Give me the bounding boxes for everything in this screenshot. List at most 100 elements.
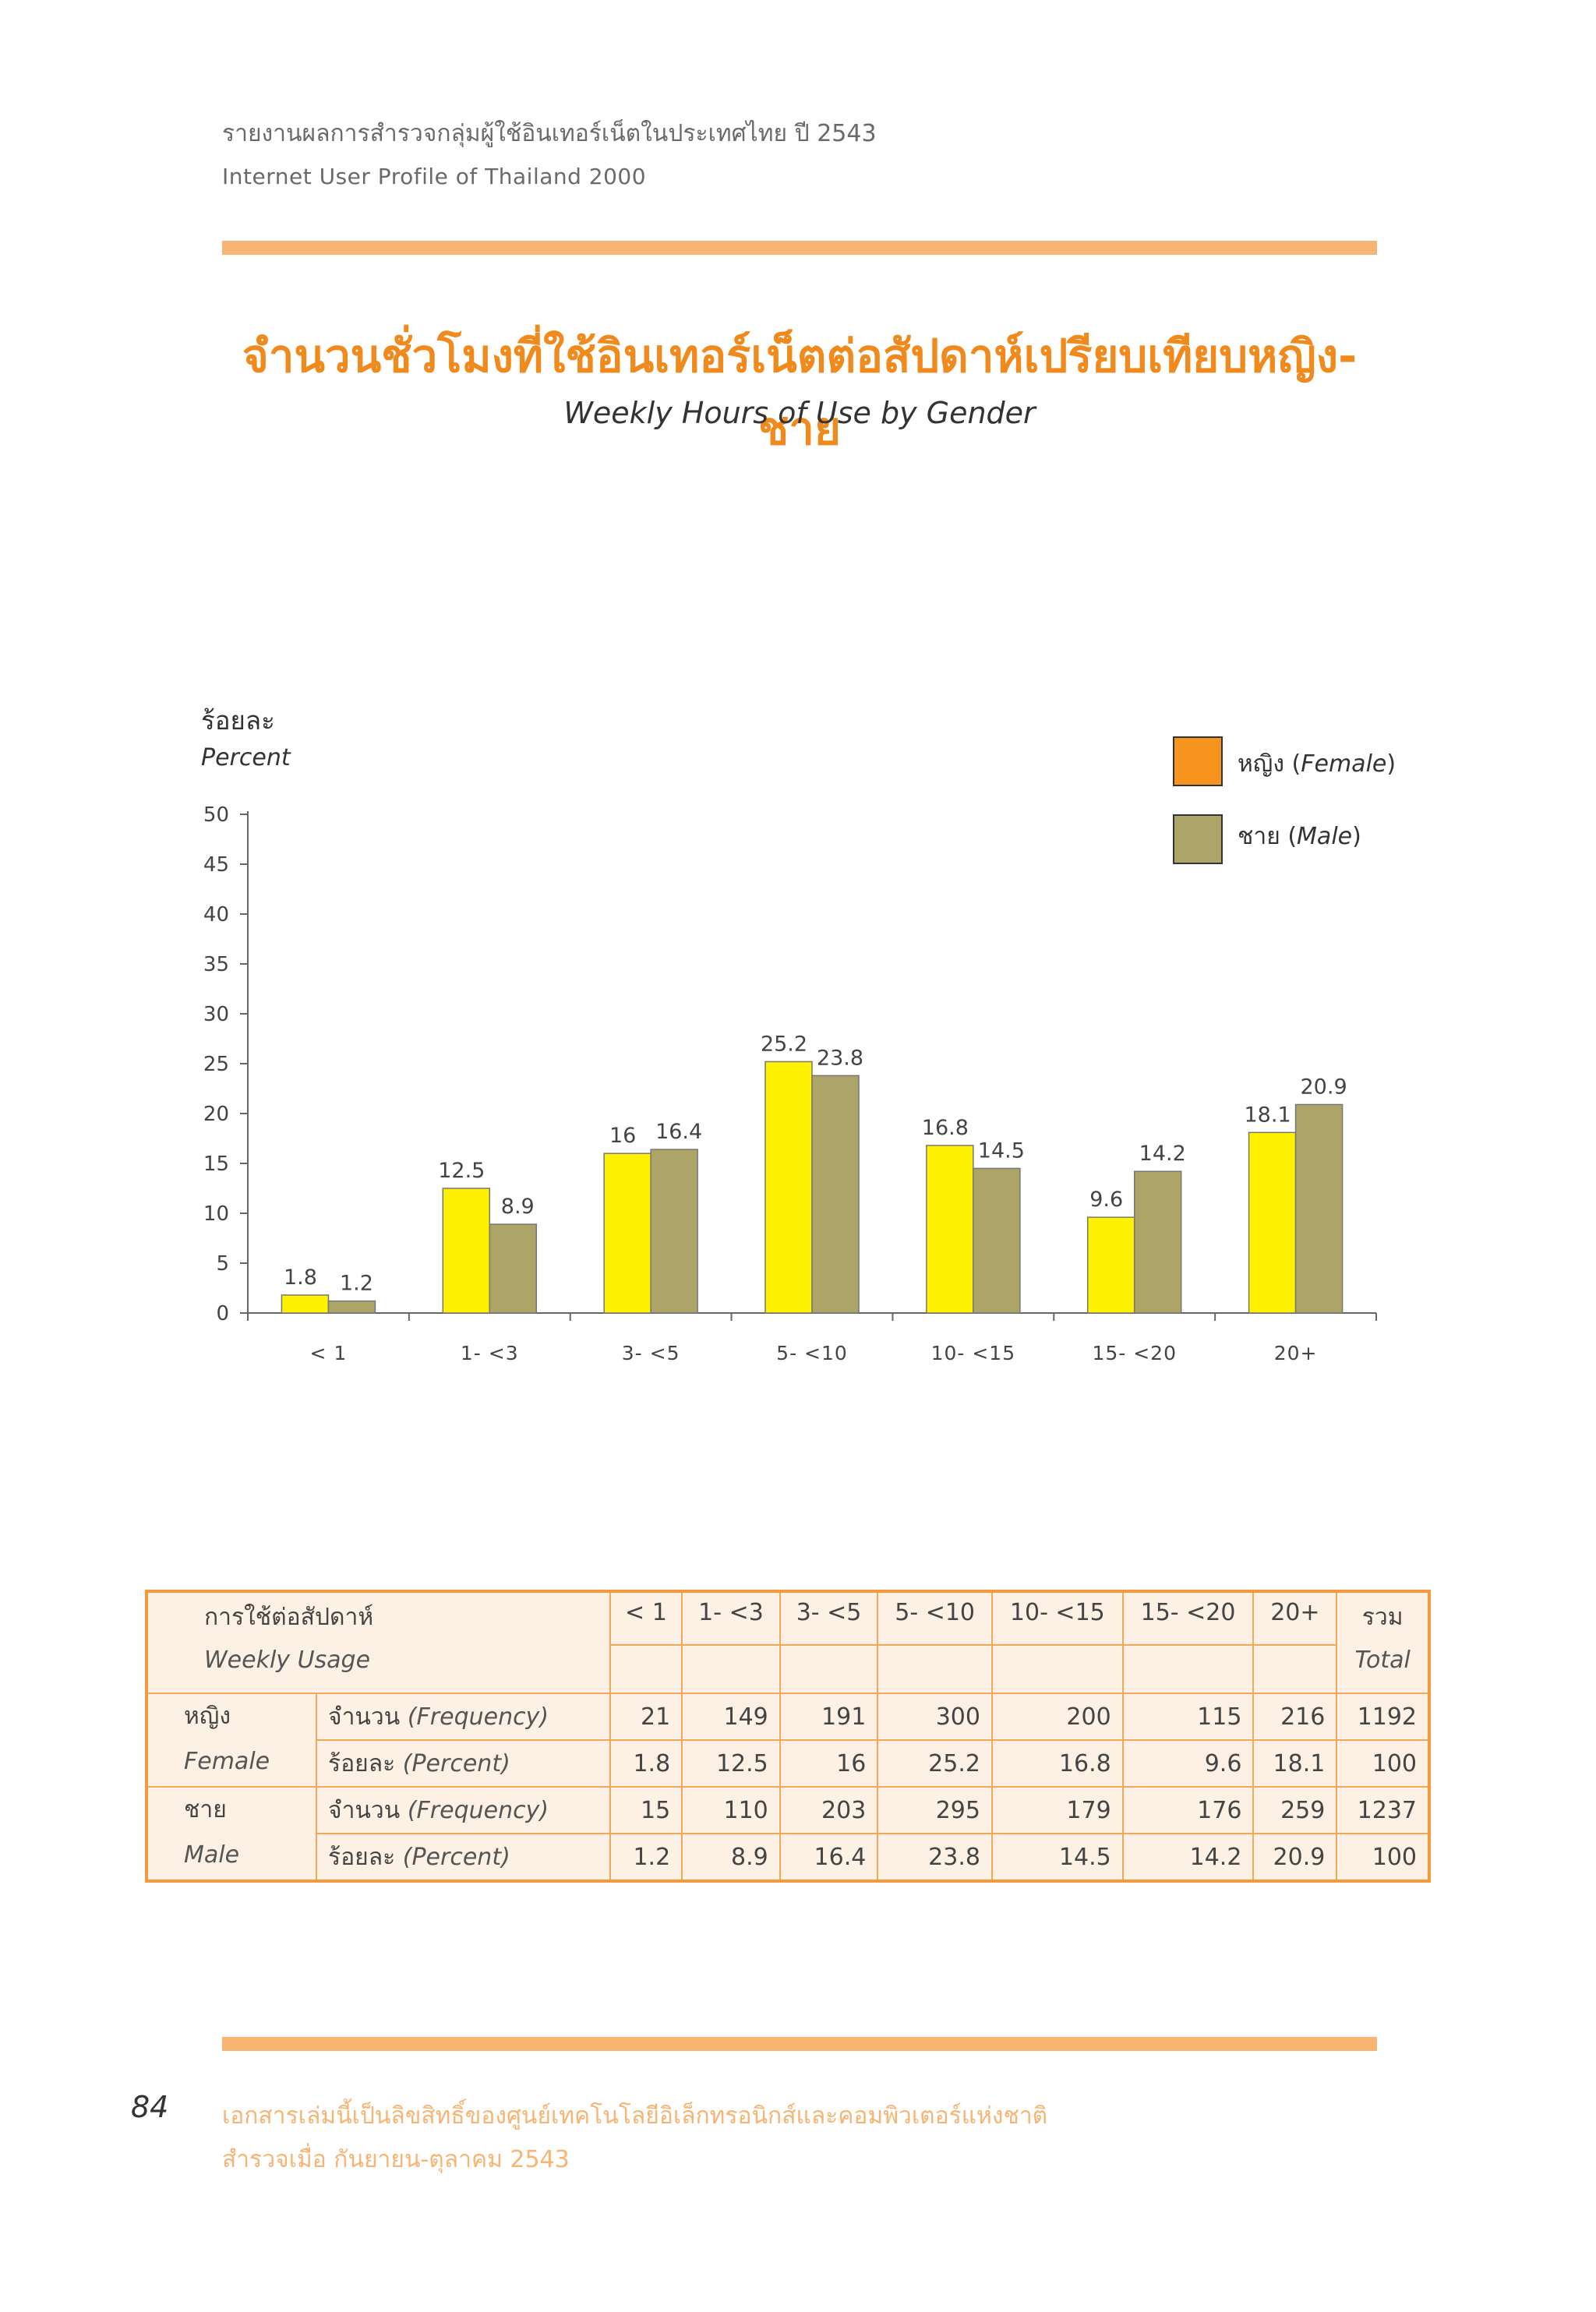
bar-female (1248, 1131, 1297, 1314)
data-label-male: 8.9 (501, 1195, 535, 1219)
table-cell: 14.5 (990, 1833, 1124, 1882)
table-cell: 23.8 (877, 1833, 993, 1882)
table-cell: 100 (1336, 1739, 1430, 1788)
data-label-female: 16.8 (922, 1116, 969, 1140)
table-total-english: Total (1354, 1647, 1411, 1674)
header-english: Internet User Profile of Thailand 2000 (222, 164, 647, 189)
row-label-frequency: จำนวน (Frequency) (316, 1786, 611, 1834)
bar-chart: 0 5 10 15 20 25 30 35 40 45 50 < 1 1.8 1.2 1- <3 12.5 8.… (203, 803, 1377, 1364)
row-label-percent: ร้อยละ (Percent) (316, 1739, 611, 1788)
y-tick-label: 5 (216, 1252, 229, 1276)
bar-female (1086, 1216, 1135, 1314)
table-cell: 295 (877, 1786, 993, 1834)
x-tick-label: 10- <15 (931, 1342, 1016, 1364)
y-tick-label: 20 (203, 1103, 229, 1126)
footer-copyright: เอกสารเล่มนี้เป็นลิขสิทธิ์ของศูนย์เทคโนโ… (222, 2102, 1048, 2130)
y-axis-label-thai: ร้อยละ (201, 705, 275, 736)
bar-male (650, 1149, 698, 1314)
table-cell: 14.2 (1121, 1833, 1255, 1882)
x-tick-label: 3- <5 (622, 1342, 680, 1364)
male-label-english: Male (184, 1841, 240, 1869)
row-label-percent: ร้อยละ (Percent) (316, 1833, 611, 1882)
y-tick-label: 15 (203, 1152, 229, 1176)
data-table: การใช้ต่อสัปดาห์ Weekly Usage < 1 1- <3 … (145, 1590, 1431, 1883)
data-label-male: 1.2 (340, 1272, 373, 1296)
table-cell: 25.2 (877, 1739, 993, 1788)
row-label-frequency: จำนวน (Frequency) (316, 1693, 611, 1741)
data-label-male: 14.2 (1139, 1142, 1186, 1166)
table-total-thai: รวม (1361, 1604, 1404, 1631)
bar-male (1294, 1103, 1344, 1314)
data-label-female: 16 (609, 1124, 636, 1148)
chart-title-english: Weekly Hours of Use by Gender (563, 396, 1036, 430)
data-label-female: 25.2 (761, 1032, 807, 1056)
table-cell: 100 (1336, 1833, 1430, 1882)
page-number: 84 (131, 2090, 169, 2124)
bar-female (926, 1145, 974, 1314)
x-tick-label: 5- <10 (776, 1342, 848, 1364)
data-label-male: 16.4 (655, 1120, 702, 1144)
female-label-english: Female (184, 1748, 270, 1775)
legend-swatch-female (1173, 736, 1223, 786)
table-cell: 21 (609, 1693, 683, 1741)
table-col-header: 5- <10 (877, 1590, 993, 1646)
y-tick-label: 10 (203, 1202, 229, 1226)
table-col-header-total: รวม Total (1336, 1590, 1430, 1694)
table-cell: 1192 (1336, 1693, 1430, 1741)
data-label-male: 20.9 (1301, 1075, 1347, 1099)
table-col-header: 1- <3 (681, 1590, 781, 1646)
x-tick-label: < 1 (310, 1342, 348, 1364)
table-cell: 259 (1252, 1786, 1338, 1834)
y-tick-label: 45 (203, 853, 229, 877)
legend-label-female: หญิง (Female) (1238, 750, 1396, 778)
bar-male (811, 1075, 860, 1314)
table-header-thai: การใช้ต่อสัปดาห์ (204, 1604, 374, 1631)
data-label-female: 18.1 (1245, 1103, 1291, 1127)
table-cell: 1.8 (609, 1739, 683, 1788)
table-cell: 20.9 (1252, 1833, 1338, 1882)
table-cell: 1.2 (609, 1833, 683, 1882)
top-rule (222, 241, 1377, 255)
row-group-male: ชาย Male (146, 1786, 317, 1882)
table-cell: 200 (990, 1693, 1124, 1741)
row-group-female: หญิง Female (146, 1693, 317, 1788)
table-cell: 179 (990, 1786, 1124, 1834)
y-axis-label: Percent (201, 744, 291, 771)
x-tick-label: 1- <3 (461, 1342, 519, 1364)
table-cell: 12.5 (681, 1739, 781, 1788)
bar-female (281, 1294, 330, 1314)
table-cell: 18.1 (1252, 1739, 1338, 1788)
table-cell: 9.6 (1121, 1739, 1255, 1788)
table-col-header: 15- <20 (1121, 1590, 1255, 1646)
table-cell: 8.9 (681, 1833, 781, 1882)
table-col-header: 20+ (1252, 1590, 1338, 1646)
bar-female (442, 1188, 491, 1314)
bar-male (327, 1300, 376, 1314)
y-tick-label: 50 (203, 803, 229, 827)
y-tick-label: 0 (216, 1302, 229, 1325)
table-cell: 191 (779, 1693, 879, 1741)
legend-label-male: ชาย (Male) (1238, 823, 1361, 850)
table-cell: 300 (877, 1693, 993, 1741)
bar-male (973, 1167, 1021, 1314)
chart-labels: 0 5 10 15 20 25 30 35 40 45 50 < 1 1.8 1.2 1- <3 12.5 8.… (203, 803, 1347, 1364)
x-tick-label: 20+ (1274, 1342, 1318, 1364)
table-cell: 15 (609, 1786, 683, 1834)
table-col-header: 10- <15 (990, 1590, 1124, 1646)
x-tick-label: 15- <20 (1092, 1342, 1177, 1364)
chart-bars (281, 1061, 1344, 1314)
table-cell: 1237 (1336, 1786, 1430, 1834)
chart-title-thai: จำนวนชั่วโมงที่ใช้อินเทอร์เน็ตต่อสัปดาห์… (242, 330, 1358, 455)
table-col-header: < 1 (609, 1590, 683, 1646)
female-label-thai: หญิง (184, 1703, 231, 1730)
table-header-english: Weekly Usage (204, 1647, 371, 1674)
y-tick-label: 40 (203, 903, 229, 927)
table-cell: 176 (1121, 1786, 1255, 1834)
bar-female (603, 1152, 651, 1314)
bar-female (764, 1061, 813, 1314)
male-label-thai: ชาย (184, 1796, 227, 1823)
bottom-rule (222, 2037, 1377, 2051)
table-cell: 115 (1121, 1693, 1255, 1741)
y-tick-label: 30 (203, 1003, 229, 1026)
data-label-female: 9.6 (1089, 1188, 1123, 1212)
